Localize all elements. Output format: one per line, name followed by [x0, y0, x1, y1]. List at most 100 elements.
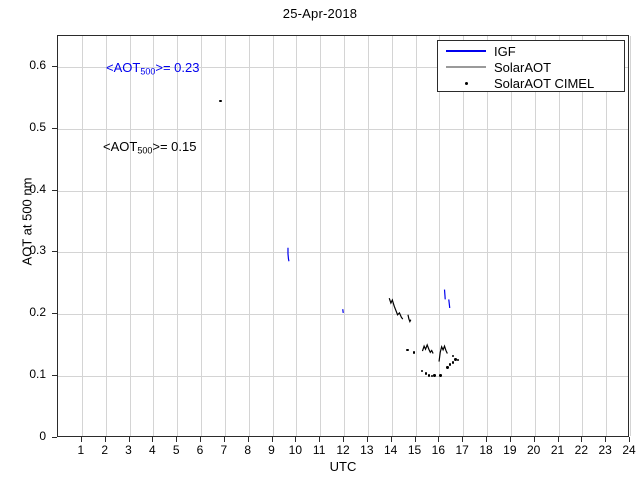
x-tick-label: 19	[503, 443, 517, 457]
x-tick-label: 1	[77, 443, 85, 457]
series-line-solaraot	[438, 344, 448, 362]
data-point	[456, 358, 460, 362]
legend-marker-icon	[438, 50, 494, 52]
x-tick-label: 14	[383, 443, 398, 457]
gridline-vertical	[391, 36, 393, 436]
gridline-vertical	[582, 36, 584, 436]
x-tick-mark	[557, 437, 559, 442]
y-tick-mark	[52, 189, 57, 191]
x-tick-label: 5	[172, 443, 180, 457]
y-tick-mark	[52, 65, 57, 67]
x-tick-mark	[176, 437, 178, 442]
y-tick-mark	[52, 251, 57, 253]
legend-label: SolarAOT	[494, 59, 552, 75]
legend-item-solaraot-cimel[interactable]: SolarAOT CIMEL	[438, 75, 624, 91]
y-tick-mark	[52, 375, 57, 377]
gridline-vertical	[177, 36, 179, 436]
gridline-vertical	[510, 36, 512, 436]
x-tick-mark	[486, 437, 487, 442]
gridline-vertical	[81, 36, 83, 436]
gridline-horizontal	[58, 66, 628, 68]
data-point	[454, 358, 457, 361]
legend: IGF SolarAOT SolarAOT CIMEL	[437, 40, 625, 92]
gridline-horizontal	[58, 376, 628, 378]
x-tick-label: 22	[574, 443, 588, 457]
x-tick-mark	[271, 437, 273, 442]
x-tick-mark	[581, 437, 583, 442]
x-tick-mark	[438, 437, 440, 442]
gridline-vertical	[344, 36, 345, 436]
x-tick-mark	[414, 437, 416, 442]
x-tick-mark	[200, 437, 201, 442]
gridline-vertical	[272, 36, 274, 436]
series-line-solaraot	[421, 343, 434, 354]
legend-marker-icon	[438, 81, 494, 85]
x-tick-label: 11	[312, 443, 326, 457]
x-axis-title: UTC	[329, 459, 357, 474]
line-swatch-icon	[446, 66, 486, 68]
x-tick-label: 9	[268, 443, 275, 457]
y-tick-label: 0.1	[29, 367, 46, 382]
gridline-vertical	[463, 36, 465, 436]
x-tick-mark	[533, 437, 535, 442]
data-point	[406, 348, 409, 352]
legend-item-solaraot[interactable]: SolarAOT	[438, 59, 624, 75]
x-tick-mark	[128, 437, 130, 442]
y-tick-mark	[52, 313, 57, 315]
gridline-vertical	[296, 36, 298, 436]
annotation-solaraot-mean: <AOT500>= 0.15	[103, 139, 197, 156]
gridline-horizontal	[58, 252, 628, 254]
gridline-vertical	[558, 36, 560, 436]
x-tick-label: 7	[220, 443, 228, 457]
x-tick-label: 18	[479, 443, 493, 457]
y-tick-label: 0.3	[29, 243, 46, 258]
gridline-vertical	[248, 36, 250, 436]
y-tick-label: 0.6	[29, 57, 46, 72]
data-layer	[58, 36, 628, 436]
x-tick-mark	[366, 437, 368, 442]
data-point	[433, 374, 436, 377]
series-line-igf	[287, 247, 290, 262]
y-tick-mark	[52, 437, 57, 438]
data-point	[446, 366, 449, 369]
gridline-vertical	[224, 36, 226, 436]
data-point	[451, 361, 455, 364]
gridline-vertical	[415, 36, 417, 436]
legend-label: IGF	[494, 43, 516, 59]
x-tick-label: 10	[288, 443, 302, 457]
x-tick-mark	[605, 437, 607, 442]
gridline-horizontal	[58, 128, 628, 130]
line-series-layer	[287, 247, 451, 362]
data-point	[420, 370, 423, 373]
data-point	[424, 372, 428, 375]
data-point	[219, 99, 222, 103]
gridline-vertical	[606, 36, 608, 436]
x-tick-mark	[343, 437, 344, 442]
x-tick-mark	[509, 437, 511, 442]
x-tick-mark	[104, 437, 106, 442]
x-tick-label: 2	[101, 443, 108, 457]
legend-item-igf[interactable]: IGF	[438, 43, 624, 59]
x-tick-label: 17	[455, 443, 469, 457]
dot-swatch-icon	[464, 81, 468, 85]
gridline-vertical	[367, 36, 369, 436]
data-point	[451, 354, 455, 357]
annotation-igf-mean: <AOT500>= 0.23	[106, 60, 200, 77]
x-tick-label: 16	[431, 443, 445, 457]
data-point	[449, 363, 452, 366]
grid-layer	[58, 36, 631, 436]
data-point	[427, 374, 431, 377]
x-tick-mark	[80, 437, 82, 442]
plot-area: <AOT500>= 0.23 <AOT500>= 0.15	[57, 35, 631, 437]
x-tick-mark	[247, 437, 249, 442]
series-line-solaraot	[407, 314, 412, 323]
x-tick-label: 20	[526, 443, 541, 457]
x-tick-label: 15	[407, 443, 422, 457]
legend-marker-icon	[438, 66, 494, 68]
chart-title: 25-Apr-2018	[282, 6, 358, 21]
x-tick-label: 4	[148, 443, 156, 457]
gridline-vertical	[153, 36, 155, 436]
y-tick-label: 0	[39, 429, 46, 443]
gridline-vertical	[487, 36, 488, 436]
y-tick-label: 0.2	[29, 305, 46, 320]
